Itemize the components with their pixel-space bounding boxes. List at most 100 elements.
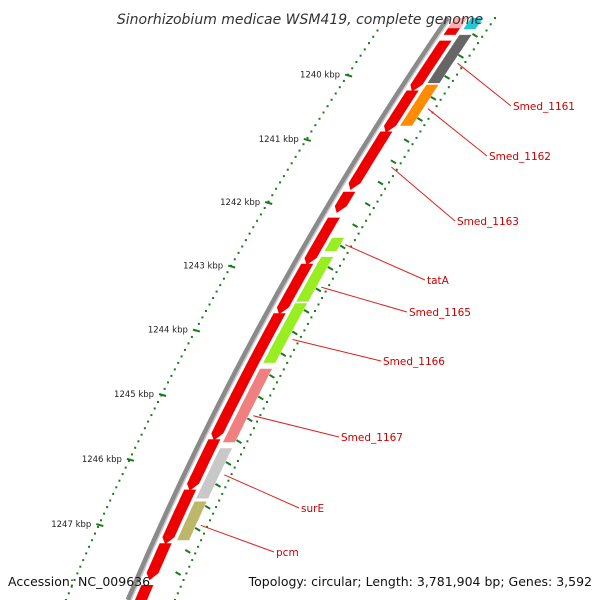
leader-line (344, 244, 426, 281)
inner-ring-dot (243, 446, 246, 449)
ruler-dot (219, 284, 222, 287)
ruler-dot (150, 414, 153, 417)
ruler-dot (76, 572, 79, 575)
inner-ring-dot (339, 264, 342, 267)
ruler-dot (252, 226, 255, 229)
inner-ring-dot (477, 42, 479, 45)
kbp-tick (264, 201, 273, 205)
genome-backbone-highlight (130, 17, 452, 600)
ruler-dot (330, 98, 333, 101)
leader-line (224, 474, 300, 509)
accession-label: Accession: NC_009636 (8, 574, 150, 589)
gene-label: surE (301, 503, 324, 515)
ruler-dot (212, 297, 215, 299)
inner-ring-dot (361, 226, 364, 229)
inner-ring-dot (468, 54, 471, 57)
leader-line (252, 415, 340, 438)
ruler-dot (334, 92, 337, 95)
ruler-dot (237, 251, 240, 254)
forward-gene-6 (304, 217, 340, 265)
forward-gene-8 (211, 313, 286, 441)
gene-label: tatA (427, 275, 450, 287)
ruler-dot (208, 303, 211, 306)
gc-tick (416, 117, 423, 122)
ruler-dot (106, 506, 109, 509)
ruler-dot (124, 466, 127, 469)
ruler-dot (279, 181, 281, 184)
gene-top-pink (448, 18, 467, 29)
inner-ring-dot (236, 460, 239, 462)
ruler-dot (134, 446, 137, 449)
reverse-strand-genes (177, 18, 483, 541)
ruler-dot (88, 545, 91, 548)
inner-ring-dot (296, 342, 299, 345)
ruler-dot (363, 48, 366, 51)
inner-ring-dot (451, 79, 454, 82)
ruler-dot (112, 492, 115, 495)
ruler-dot (275, 187, 278, 190)
leader-line (200, 524, 275, 553)
inner-ring-dot (179, 585, 182, 588)
inner-ring-dot (279, 374, 282, 377)
gc-tick (457, 54, 464, 59)
inner-ring-dot (357, 232, 360, 235)
inner-ring-dot (252, 427, 255, 430)
inner-ring-dot (203, 532, 205, 535)
inner-ring-dot (299, 335, 302, 338)
ruler-dot (294, 155, 297, 158)
gc-tick (225, 461, 232, 466)
ruler-dot (248, 232, 251, 235)
gc-tick (194, 527, 201, 532)
inner-ring-dot (353, 239, 356, 242)
inner-ring-dot (197, 545, 200, 548)
ruler-dot (302, 143, 305, 146)
inner-ring-dot (380, 194, 383, 197)
ruler-dot (286, 168, 289, 171)
inner-ring-dot (230, 473, 233, 476)
ruler-dot (127, 460, 130, 462)
ruler-dot (326, 105, 329, 108)
gc-tick (327, 266, 334, 271)
ruler-dot (376, 29, 379, 32)
kbp-label: 1246 kbp (82, 455, 122, 465)
gc-tick (291, 330, 298, 336)
forward-strand-genes (135, 18, 467, 600)
inner-ring-dot (365, 219, 368, 222)
inner-ruler-dots (174, 17, 496, 600)
ruler-dot (147, 420, 150, 423)
ruler-dot (103, 512, 106, 515)
ruler-dot (190, 335, 193, 338)
ruler-dot (372, 35, 375, 38)
inner-ring-dot (376, 200, 379, 203)
kbp-tick (126, 457, 135, 462)
gc-tick (444, 75, 451, 80)
ruler-dot (282, 175, 285, 178)
inner-ring-dot (443, 92, 446, 95)
inner-ring-dot (423, 124, 426, 127)
inner-ring-dot (185, 572, 188, 575)
forward-gene-7 (276, 263, 314, 315)
gc-tick (430, 96, 437, 101)
ruler-dot (167, 381, 169, 384)
inner-ring-dot (372, 207, 375, 209)
inner-ring-dot (194, 552, 197, 555)
map-title: Sinorhizobium medicae WSM419, complete g… (117, 12, 483, 28)
inner-ring-dot (321, 297, 324, 299)
inner-ring-dot (460, 67, 463, 70)
ruler-dot (197, 322, 200, 325)
ruler-dot (153, 407, 156, 410)
ruler-dot (184, 348, 186, 351)
inner-ring-dot (384, 187, 387, 190)
ruler-dot (137, 440, 140, 443)
ruler-dot (91, 539, 94, 542)
forward-gene-10 (162, 489, 197, 545)
inner-ring-dot (215, 506, 218, 509)
ruler-dot (233, 258, 236, 261)
inner-ring-dot (331, 277, 334, 280)
ruler-dot (322, 111, 325, 114)
inner-ring-dot (286, 361, 289, 364)
inner-ring-dot (221, 492, 224, 495)
inner-ring-dot (346, 251, 349, 254)
